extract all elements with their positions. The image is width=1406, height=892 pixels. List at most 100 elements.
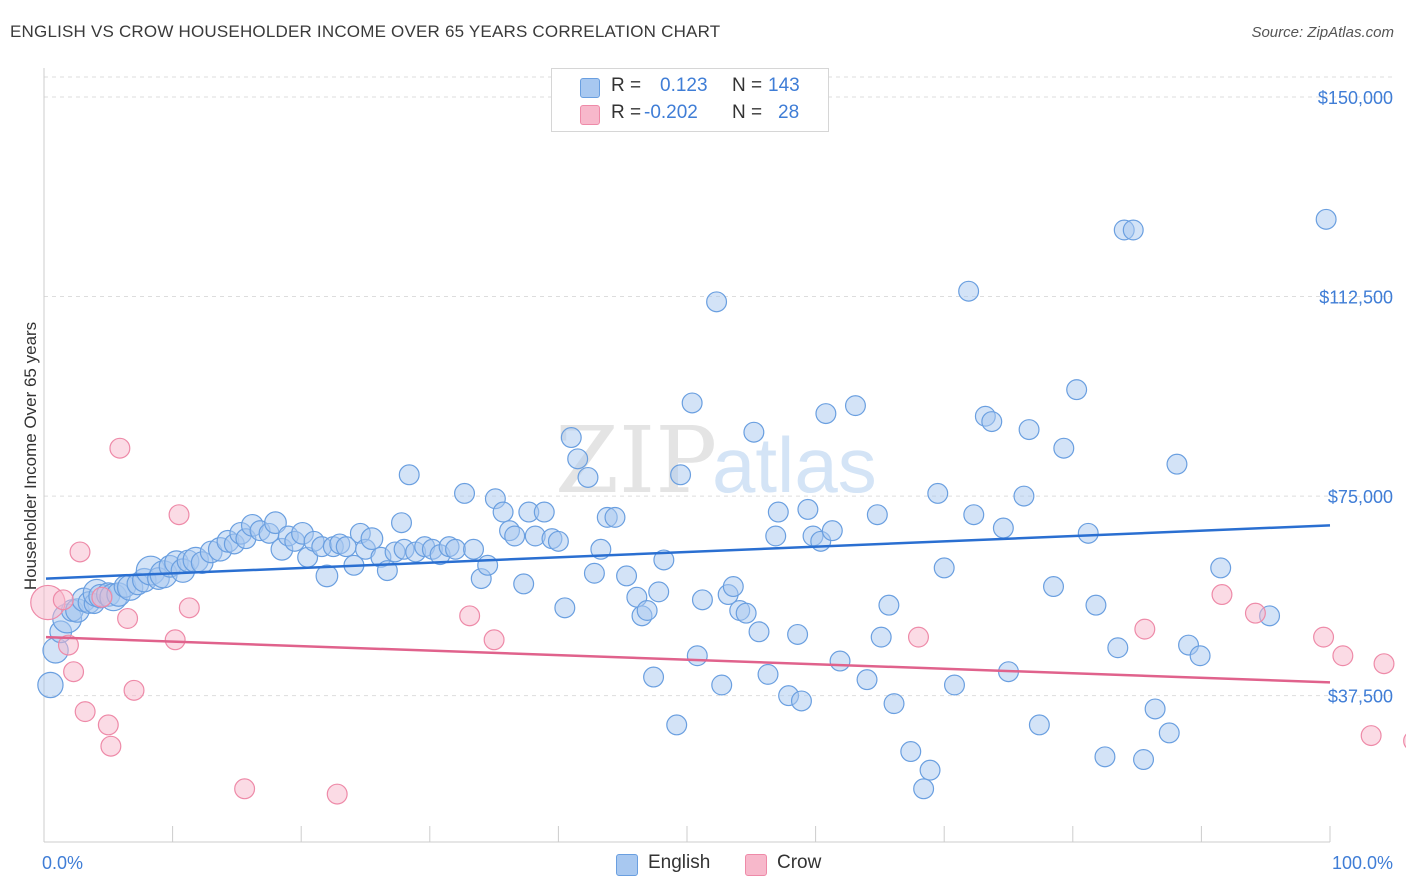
english-point (821, 520, 843, 542)
stats-legend: R = 0.123 N = 143 R = -0.202 N = 28 (551, 68, 829, 132)
english-point (981, 411, 1003, 433)
crow-point (91, 586, 113, 608)
legend-row-crow: R = -0.202 N = 28 (552, 102, 828, 128)
crow-point (109, 437, 131, 459)
crow-point (1134, 618, 1156, 640)
english-point (477, 554, 499, 576)
crow-point (326, 783, 348, 805)
english-point (670, 464, 692, 486)
crow-n-label: N = (732, 102, 763, 123)
crow-point (168, 504, 190, 526)
crow-point (1332, 645, 1354, 667)
english-point (1210, 557, 1232, 579)
english-point (883, 693, 905, 715)
english-point (686, 645, 708, 667)
english-point (706, 291, 728, 313)
english-point (560, 427, 582, 449)
english-point (757, 663, 779, 685)
english-points (37, 208, 1337, 800)
english-point (604, 506, 626, 528)
y-tick-label: $37,500 (1328, 687, 1393, 707)
legend-row-english: R = 0.123 N = 143 (552, 75, 828, 101)
english-point (735, 602, 757, 624)
english-point (492, 501, 514, 523)
english-point (943, 674, 965, 696)
english-point (1013, 485, 1035, 507)
chart-title: ENGLISH VS CROW HOUSEHOLDER INCOME OVER … (10, 22, 721, 41)
crow-point (1360, 725, 1382, 747)
english-point (1315, 208, 1337, 230)
crow-trend-line (45, 635, 1331, 684)
english-point (513, 573, 535, 595)
english-point (767, 501, 789, 523)
english-point (856, 669, 878, 691)
crow-r-value: -0.202 (644, 102, 698, 123)
english-legend-swatch (616, 854, 638, 876)
crow-legend-label: Crow (777, 852, 822, 873)
english-point (748, 621, 770, 643)
crow-point (1373, 653, 1395, 675)
english-point (691, 589, 713, 611)
english-point (870, 626, 892, 648)
crow-point (164, 629, 186, 651)
english-point (1122, 219, 1144, 241)
crow-point (483, 629, 505, 651)
english-legend-label: English (648, 852, 711, 873)
y-tick-label: $150,000 (1318, 88, 1393, 108)
crow-point (97, 714, 119, 736)
english-point (463, 538, 485, 560)
source-label: Source: ZipAtlas.com (1251, 24, 1394, 41)
crow-point (234, 778, 256, 800)
crow-point (1211, 584, 1233, 606)
crow-point (123, 679, 145, 701)
english-point (547, 530, 569, 552)
english-point (1028, 714, 1050, 736)
x-tick-label-end: 100.0% (1332, 853, 1393, 873)
english-n-label: N = (732, 75, 763, 96)
crow-point (57, 634, 79, 656)
crow-point (178, 597, 200, 619)
english-point (815, 403, 837, 425)
english-point (445, 538, 467, 560)
english-point (866, 504, 888, 526)
english-point (1133, 749, 1155, 771)
english-point (1107, 637, 1129, 659)
english-point (919, 759, 941, 781)
crow-point (1313, 626, 1335, 648)
grid-lines (44, 76, 1395, 697)
english-point (37, 671, 64, 699)
english-point (844, 395, 866, 417)
english-point (391, 512, 413, 534)
english-n-value: 143 (768, 75, 800, 96)
y-tick-label: $112,500 (1319, 288, 1393, 308)
english-trend-line (45, 524, 1331, 580)
trend-lines (45, 524, 1331, 684)
crow-point (117, 607, 139, 629)
english-point (454, 482, 476, 504)
english-point (533, 501, 555, 523)
english-point (765, 525, 787, 547)
english-point (554, 597, 576, 619)
english-point (360, 527, 384, 551)
crow-point (1403, 733, 1406, 749)
english-point (797, 498, 819, 520)
english-point (1166, 453, 1188, 475)
y-tick-label: $75,000 (1328, 487, 1393, 507)
english-point (648, 581, 670, 603)
english-point (1018, 419, 1040, 441)
english-point (787, 623, 809, 645)
watermark-atlas: atlas (712, 421, 877, 509)
english-point (900, 741, 922, 763)
crow-swatch (580, 105, 600, 125)
crow-point (52, 589, 74, 611)
english-r-value: 0.123 (660, 75, 708, 96)
crow-point (100, 735, 122, 757)
english-point (1144, 698, 1166, 720)
crow-n-value: 28 (778, 102, 800, 123)
english-point (722, 576, 744, 598)
english-point (743, 421, 765, 443)
english-point (711, 674, 733, 696)
english-point (1094, 746, 1116, 768)
english-point (1066, 379, 1088, 401)
